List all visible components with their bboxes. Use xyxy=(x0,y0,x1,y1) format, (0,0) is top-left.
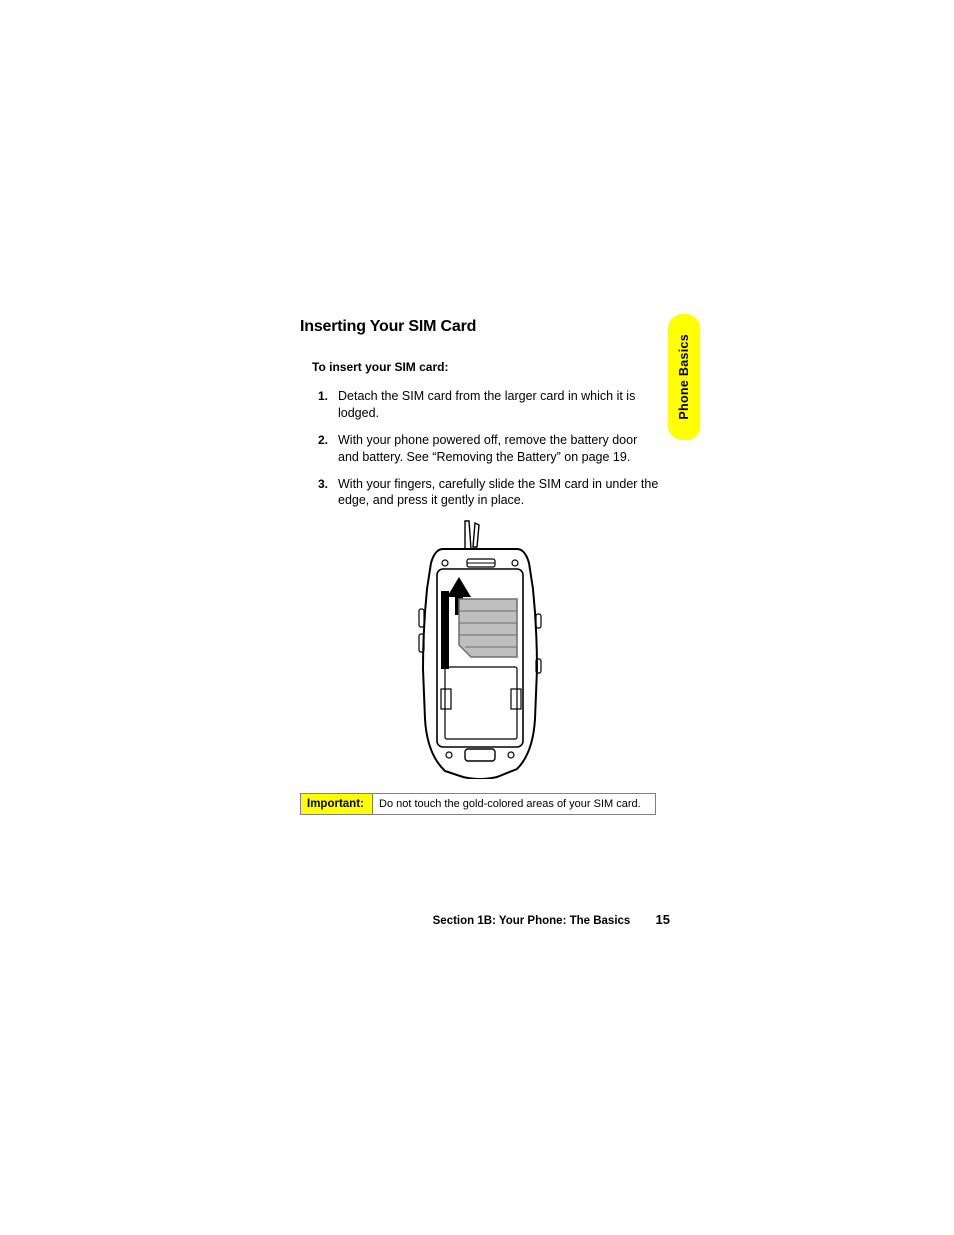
step-text: With your phone powered off, remove the … xyxy=(338,433,637,464)
page-number: 15 xyxy=(656,912,670,927)
phone-sim-diagram xyxy=(405,519,555,779)
sub-heading: To insert your SIM card: xyxy=(312,360,660,374)
page-footer: Section 1B: Your Phone: The Basics 15 xyxy=(300,912,670,927)
sim-card-icon xyxy=(459,599,517,657)
steps-list: 1. Detach the SIM card from the larger c… xyxy=(320,388,660,509)
important-note-box: Important: Do not touch the gold-colored… xyxy=(300,793,656,815)
step-text: Detach the SIM card from the larger card… xyxy=(338,389,635,420)
note-text: Do not touch the gold-colored areas of y… xyxy=(373,794,656,815)
content-column: Inserting Your SIM Card To insert your S… xyxy=(300,318,660,815)
note-label: Important: xyxy=(301,794,373,815)
section-heading: Inserting Your SIM Card xyxy=(300,318,660,336)
section-tab-label: Phone Basics xyxy=(677,334,691,420)
footer-section: Section 1B: Your Phone: The Basics xyxy=(433,915,631,927)
step-text: With your fingers, carefully slide the S… xyxy=(338,477,658,508)
manual-page: Inserting Your SIM Card To insert your S… xyxy=(0,0,954,1235)
step-number: 3. xyxy=(318,476,328,492)
diagram-container xyxy=(300,519,660,779)
step-item: 1. Detach the SIM card from the larger c… xyxy=(338,388,660,422)
step-item: 2. With your phone powered off, remove t… xyxy=(338,432,660,466)
step-number: 1. xyxy=(318,388,328,404)
step-item: 3. With your fingers, carefully slide th… xyxy=(338,476,660,510)
section-tab: Phone Basics xyxy=(668,314,700,440)
step-number: 2. xyxy=(318,432,328,448)
